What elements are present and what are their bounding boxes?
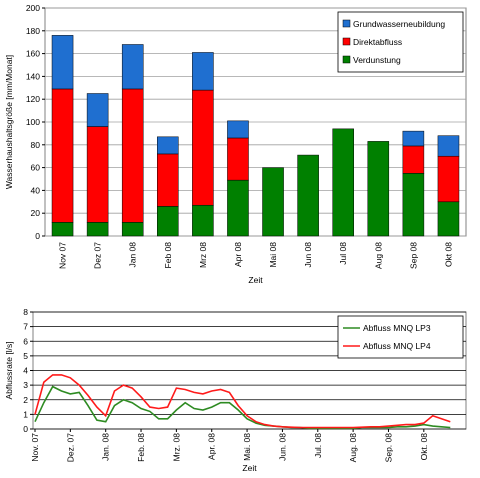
y-tick-label: 80 xyxy=(31,140,41,150)
y-tick-label: 140 xyxy=(26,71,40,81)
bar-segment xyxy=(86,126,109,223)
legend-box xyxy=(337,11,464,73)
y-tick-label: 60 xyxy=(31,163,41,173)
x-tick-label: Nov 07 xyxy=(58,242,68,269)
legend-label: Direktabfluss xyxy=(353,37,402,47)
x-tick-label: Mai. 08 xyxy=(242,433,252,461)
bar-segment xyxy=(121,222,144,237)
x-tick-label: Dez. 07 xyxy=(65,433,75,463)
x-tick-label: Okt 08 xyxy=(443,242,453,267)
bar-segment xyxy=(402,130,425,147)
bar-segment xyxy=(192,204,214,237)
y-tick-label: 120 xyxy=(26,94,40,104)
bar-segment xyxy=(86,93,109,127)
y-tick-label: 40 xyxy=(31,185,41,195)
legend-swatch xyxy=(342,55,351,64)
y-axis-title: Abflussrate [l/s] xyxy=(4,341,14,399)
x-tick-label: Mrz. 08 xyxy=(171,433,181,462)
legend-swatch xyxy=(342,19,351,28)
bar-segment xyxy=(157,206,179,237)
y-tick-label: 0 xyxy=(23,424,28,434)
bar-segment xyxy=(227,137,249,181)
y-tick-label: 7 xyxy=(23,322,28,332)
x-tick-label: Dez 07 xyxy=(93,242,103,269)
x-tick-label: Mrz 08 xyxy=(198,242,208,268)
bar-segment xyxy=(86,222,109,237)
bar-segment xyxy=(157,136,179,155)
bar-segment xyxy=(332,128,354,237)
bar-segment xyxy=(121,44,144,90)
x-tick-label: Okt. 08 xyxy=(419,433,429,461)
bar-segment xyxy=(227,179,249,237)
bar-segment xyxy=(437,201,460,237)
bar-segment xyxy=(227,120,249,139)
x-tick-label: Jul. 08 xyxy=(313,433,323,458)
bar-segment xyxy=(51,88,74,223)
legend-label: Abfluss MNQ LP4 xyxy=(363,341,431,351)
x-tick-label: Aug. 08 xyxy=(348,433,358,463)
bar-segment xyxy=(367,141,390,237)
legend-label: Grundwasserneubildung xyxy=(353,19,445,29)
x-tick-label: Sep 08 xyxy=(408,242,418,269)
y-tick-label: 2 xyxy=(23,395,28,405)
x-axis-title: Zeit xyxy=(248,275,263,285)
y-tick-label: 5 xyxy=(23,351,28,361)
x-tick-label: Sep. 08 xyxy=(383,433,393,463)
legend-label: Abfluss MNQ LP3 xyxy=(363,323,431,333)
x-tick-label: Nov. 07 xyxy=(30,433,40,462)
bar-segment xyxy=(157,153,179,207)
x-tick-label: Jan 08 xyxy=(128,242,138,268)
x-tick-label: Feb. 08 xyxy=(136,433,146,462)
y-tick-label: 200 xyxy=(26,3,40,13)
bar-segment xyxy=(262,167,284,237)
bar-segment xyxy=(51,35,74,90)
bar-segment xyxy=(51,222,74,237)
y-tick-label: 20 xyxy=(31,208,41,218)
y-tick-label: 100 xyxy=(26,117,40,127)
bar-segment xyxy=(437,155,460,203)
x-tick-label: Jul 08 xyxy=(338,242,348,265)
line-series xyxy=(34,374,451,429)
bar-segment xyxy=(297,154,319,237)
bar-segment xyxy=(402,173,425,237)
y-tick-label: 4 xyxy=(23,366,28,376)
y-tick-label: 1 xyxy=(23,409,28,419)
line-series xyxy=(34,385,451,430)
y-tick-label: 0 xyxy=(35,231,40,241)
bar-segment xyxy=(402,145,425,174)
x-tick-label: Apr. 08 xyxy=(207,433,217,460)
x-tick-label: Apr 08 xyxy=(233,242,243,267)
bar-segment xyxy=(192,89,214,206)
bar-segment xyxy=(121,88,144,223)
bar-segment xyxy=(192,52,214,91)
y-tick-label: 160 xyxy=(26,49,40,59)
legend-swatch xyxy=(342,37,351,46)
y-axis-title: Wasserhaushaltsgröße [mm/Monat] xyxy=(4,55,14,189)
bar-segment xyxy=(437,135,460,157)
y-tick-label: 180 xyxy=(26,26,40,36)
y-tick-label: 8 xyxy=(23,307,28,317)
x-tick-label: Mai 08 xyxy=(268,242,278,268)
x-tick-label: Jun. 08 xyxy=(277,433,287,461)
y-tick-label: 3 xyxy=(23,380,28,390)
x-axis-title: Zeit xyxy=(242,463,257,473)
legend-box xyxy=(337,315,464,359)
x-tick-label: Jan. 08 xyxy=(101,433,111,461)
legend-label: Verdunstung xyxy=(353,55,401,65)
y-tick-label: 6 xyxy=(23,336,28,346)
x-tick-label: Feb 08 xyxy=(163,242,173,269)
x-tick-label: Aug 08 xyxy=(373,242,383,269)
x-tick-label: Jun 08 xyxy=(303,242,313,268)
